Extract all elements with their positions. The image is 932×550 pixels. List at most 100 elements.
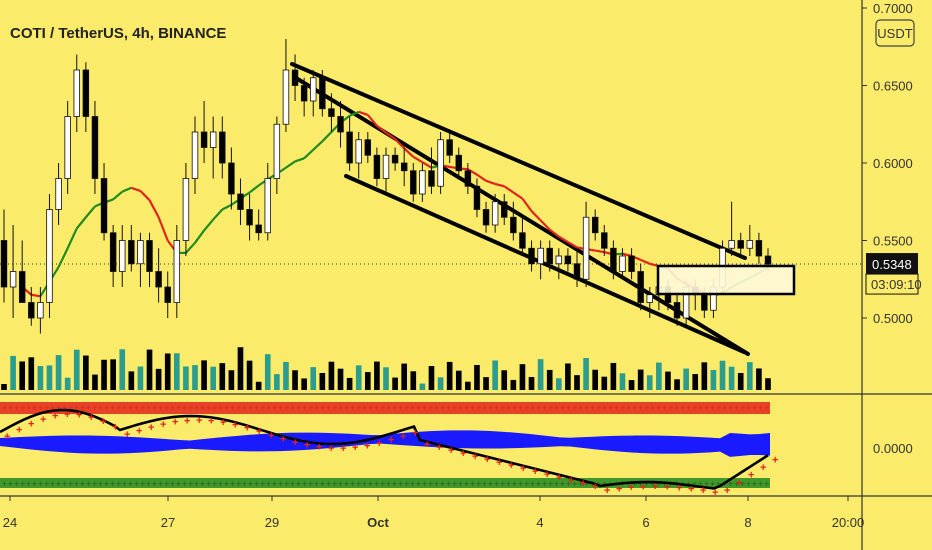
osc-bottom-mark: + (416, 479, 421, 489)
osc-bottom-mark: + (518, 479, 523, 489)
volume-bar (46, 365, 53, 390)
volume-bar (374, 361, 380, 390)
osc-signal-mark: + (352, 442, 358, 454)
osc-bottom-mark: + (536, 479, 541, 489)
osc-top-band (0, 402, 770, 414)
currency-button[interactable]: USDT (877, 26, 912, 41)
volume-bar (410, 371, 417, 390)
volume-bar (164, 353, 171, 390)
candle-bull (355, 139, 362, 164)
osc-top-mark: + (134, 403, 139, 413)
osc-signal-mark: + (4, 431, 10, 443)
osc-top-mark: + (194, 403, 199, 413)
price-tick-label: 0.7000 (873, 1, 913, 16)
osc-signal-mark: + (688, 484, 694, 496)
candle-bull (46, 209, 53, 303)
candle-bear (337, 116, 344, 133)
candle-bear (82, 69, 90, 117)
osc-top-mark: + (26, 403, 31, 413)
osc-signal-mark: + (376, 438, 382, 450)
osc-top-mark: + (80, 403, 85, 413)
osc-top-mark: + (284, 403, 289, 413)
volume-bar (519, 364, 526, 390)
osc-bottom-mark: + (500, 479, 505, 489)
last-price-badge (866, 253, 918, 275)
osc-top-mark: + (518, 403, 523, 413)
osc-bottom-mark: + (158, 479, 163, 489)
volume-bar (674, 379, 680, 390)
candle-bear (373, 154, 381, 179)
volume-bar (1, 384, 7, 390)
candle-bear (673, 302, 681, 319)
osc-bottom-mark: + (266, 479, 271, 489)
osc-top-mark: + (98, 403, 103, 413)
osc-top-mark: + (404, 403, 409, 413)
osc-top-mark: + (620, 403, 625, 413)
volume-bar (546, 369, 553, 390)
candle-bear (291, 69, 299, 86)
volume-bar (737, 373, 744, 390)
volume-bar (555, 378, 562, 390)
time-tick-label: 8 (744, 515, 751, 530)
osc-top-mark: + (428, 403, 433, 413)
osc-bottom-mark: + (698, 479, 703, 489)
osc-signal-mark: + (172, 417, 178, 429)
osc-top-mark: + (410, 403, 415, 413)
osc-bottom-mark: + (494, 479, 499, 489)
osc-signal-mark: + (556, 472, 562, 484)
candle-bear (109, 232, 117, 272)
osc-bottom-mark: + (398, 479, 403, 489)
osc-bottom-mark: + (140, 479, 145, 489)
candle-bull (191, 131, 199, 179)
osc-bottom-mark: + (644, 479, 649, 489)
osc-signal-mark: + (16, 424, 22, 436)
candle-bear (428, 170, 435, 187)
osc-bottom-mark: + (602, 479, 607, 489)
osc-top-mark: + (650, 403, 655, 413)
osc-bottom-mark: + (638, 479, 643, 489)
candle-bear (501, 201, 508, 218)
osc-bottom-mark: + (740, 479, 745, 489)
osc-signal-mark: + (232, 420, 238, 432)
candle-bear (246, 209, 253, 226)
osc-top-mark: + (512, 403, 517, 413)
osc-bottom-mark: + (2, 479, 7, 489)
osc-top-mark: + (176, 403, 181, 413)
osc-bottom-mark: + (452, 479, 457, 489)
osc-top-mark: + (206, 403, 211, 413)
osc-top-mark: + (248, 403, 253, 413)
volume-bar (210, 366, 217, 390)
candle-bull (64, 116, 71, 179)
osc-bottom-mark: + (254, 479, 259, 489)
price-tick-label: 0.5000 (873, 311, 913, 326)
osc-top-mark: + (230, 403, 235, 413)
osc-signal-mark: + (628, 482, 634, 494)
osc-bottom-mark: + (392, 479, 397, 489)
ma-segment (549, 228, 560, 238)
osc-bottom-mark: + (488, 479, 493, 489)
osc-signal-mark: + (100, 416, 106, 428)
osc-signal-mark: + (508, 460, 514, 472)
osc-bottom-mark: + (470, 479, 475, 489)
osc-bottom-mark: + (572, 479, 577, 489)
osc-bottom-mark: + (710, 479, 715, 489)
osc-top-mark: + (236, 403, 241, 413)
volume-bar (492, 360, 498, 390)
volume-bar (619, 373, 626, 390)
osc-signal-mark: + (736, 477, 742, 489)
osc-top-mark: + (464, 403, 469, 413)
osc-top-mark: + (350, 403, 355, 413)
time-tick-label: 29 (265, 515, 279, 530)
volume-bar (392, 377, 398, 390)
osc-bottom-mark: + (248, 479, 253, 489)
volume-bar (592, 369, 599, 390)
osc-top-mark: + (14, 403, 19, 413)
osc-top-mark: + (434, 403, 439, 413)
osc-top-mark: + (128, 403, 133, 413)
osc-bottom-mark: + (578, 479, 583, 489)
osc-bottom-mark: + (290, 479, 295, 489)
volume-bar (101, 359, 107, 390)
volume-bar (264, 354, 271, 390)
volume-bar (292, 370, 298, 390)
